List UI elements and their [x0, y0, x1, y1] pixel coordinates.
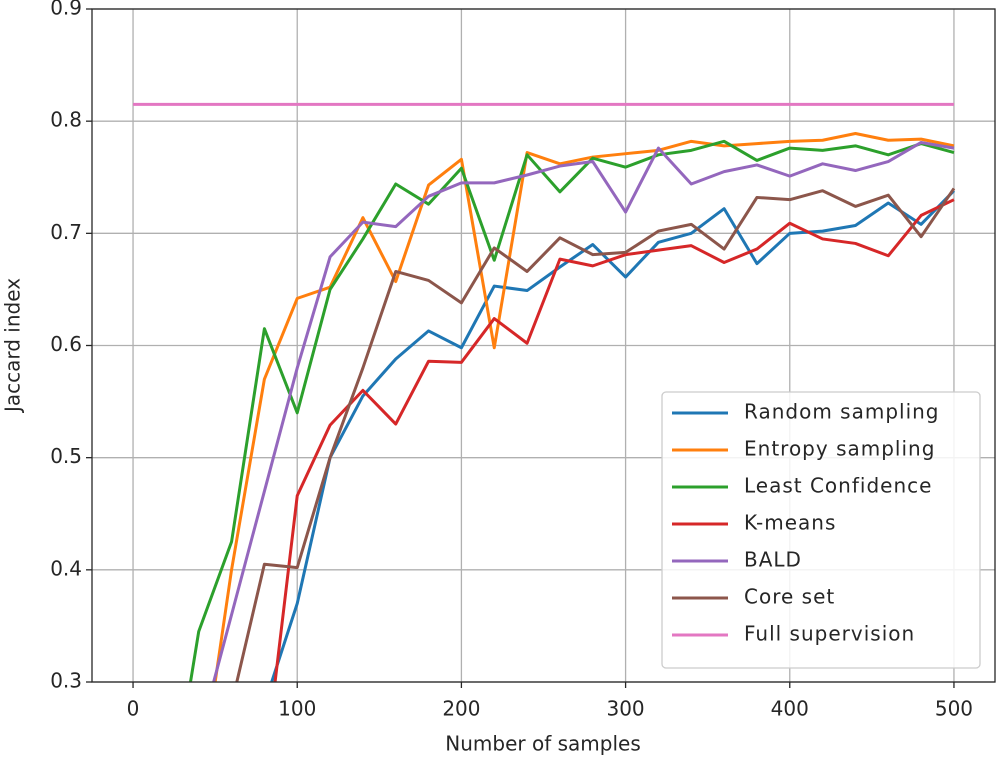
x-axis-label: Number of samples: [445, 732, 640, 756]
legend-label: Random sampling: [744, 400, 940, 424]
y-tick-label: 0.3: [50, 669, 82, 693]
legend-label: Least Confidence: [744, 474, 932, 498]
series-line: [188, 139, 955, 682]
y-tick-label: 0.9: [50, 0, 82, 20]
series-line: [212, 140, 955, 682]
x-tick-label: 200: [442, 697, 480, 721]
x-tick-label: 0: [127, 697, 140, 721]
legend-label: Core set: [744, 585, 835, 609]
x-tick-label: 300: [606, 697, 644, 721]
x-tick-label: 400: [771, 697, 809, 721]
legend-label: Entropy sampling: [744, 437, 935, 461]
legend-label: K-means: [744, 511, 836, 535]
series-line: [235, 187, 956, 682]
y-tick-label: 0.6: [50, 332, 82, 356]
legend-label: BALD: [744, 548, 802, 572]
lines: [133, 102, 956, 682]
x-tick-label: 500: [935, 697, 973, 721]
y-tick-label: 0.5: [50, 444, 82, 468]
legend-label: Full supervision: [744, 622, 915, 646]
x-tick-label: 100: [278, 697, 316, 721]
y-tick-label: 0.7: [50, 220, 82, 244]
legend: Random sampling Entropy sampling Least Con…: [661, 391, 981, 669]
y-tick-label: 0.4: [50, 556, 82, 580]
y-axis-label: Jaccard index: [1, 278, 25, 414]
legend-box: [661, 391, 981, 669]
series-line: [273, 198, 955, 682]
series-line: [270, 189, 956, 682]
ticks: 0 100 200 300 400 500 0.3 0.4 0.5 0.6 0.7 0.8 0.9: [50, 0, 973, 721]
series-line: [213, 132, 955, 682]
y-tick-label: 0.8: [50, 108, 82, 132]
